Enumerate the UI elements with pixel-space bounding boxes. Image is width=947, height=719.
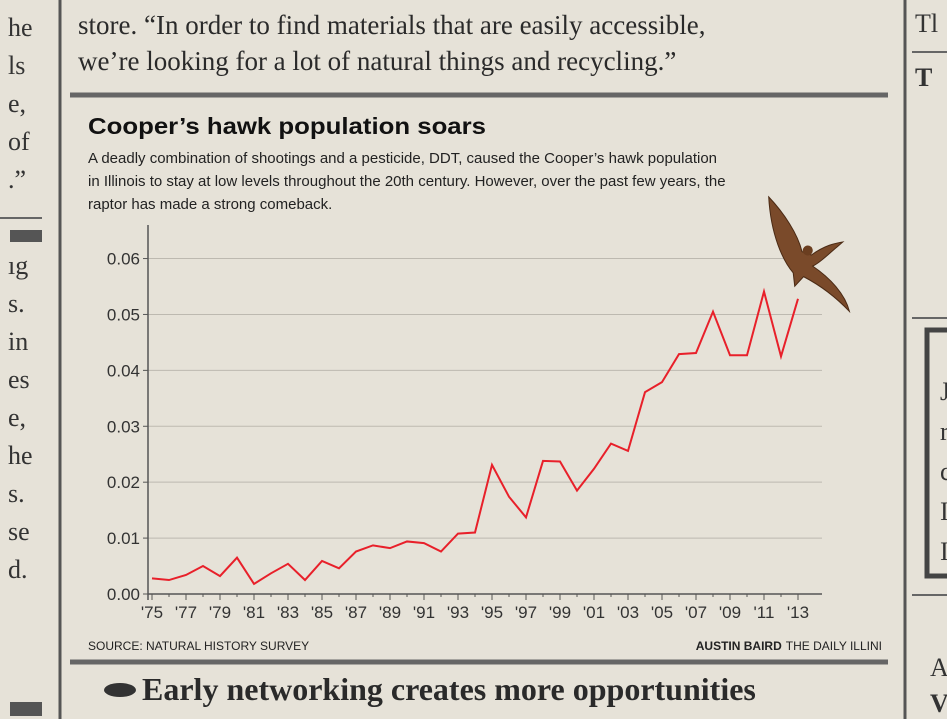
article-fragment: es <box>8 365 30 394</box>
article-fragment: r <box>940 417 947 446</box>
article-fragment: T <box>915 63 932 92</box>
article-fragment: of <box>8 127 30 156</box>
x-tick-label: '13 <box>787 603 809 622</box>
bar-rule <box>10 230 42 242</box>
x-tick-label: '97 <box>515 603 537 622</box>
article-text: we’re looking for a lot of natural thing… <box>78 46 676 76</box>
credit-name: AUSTIN BAIRD <box>696 639 782 653</box>
chart-subtitle: raptor has made a strong comeback. <box>88 196 332 213</box>
article-fragment: ls <box>8 51 25 80</box>
article-fragment: A <box>930 653 947 682</box>
article-fragment: .” <box>8 165 26 194</box>
x-tick-label: '05 <box>651 603 673 622</box>
article-fragment: he <box>8 441 33 470</box>
article-fragment: in <box>8 327 28 356</box>
article-fragment: I <box>940 497 947 526</box>
article-fragment: s. <box>8 479 25 508</box>
sidebar-box <box>924 327 947 579</box>
x-tick-label: '89 <box>379 603 401 622</box>
article-text: store. “In order to find materials that … <box>78 10 706 40</box>
article-fragment: e, <box>8 89 26 118</box>
x-tick-label: '85 <box>311 603 333 622</box>
x-tick-label: '75 <box>141 603 163 622</box>
x-tick-label: '11 <box>754 603 775 622</box>
x-tick-label: '01 <box>583 603 605 622</box>
x-tick-label: '07 <box>685 603 707 622</box>
bar-rule <box>10 702 42 716</box>
article-fragment: s. <box>8 289 25 318</box>
bullet <box>104 683 136 697</box>
source: SOURCE: NATURAL HISTORY SURVEY <box>88 639 309 653</box>
article-fragment: d. <box>8 555 28 584</box>
y-tick-label: 0.01 <box>107 529 140 548</box>
chart-title: Cooper’s hawk population soars <box>88 113 486 139</box>
x-tick-label: '09 <box>719 603 741 622</box>
y-tick-label: 0.05 <box>107 305 140 324</box>
y-tick-label: 0.02 <box>107 473 140 492</box>
chart-subtitle: A deadly combination of shootings and a … <box>88 150 717 167</box>
article-fragment: se <box>8 517 30 546</box>
article-fragment: I <box>940 537 947 566</box>
x-tick-label: '87 <box>345 603 367 622</box>
x-tick-label: '03 <box>617 603 639 622</box>
headline: Early networking creates more opportunit… <box>142 671 756 707</box>
data-line <box>151 287 799 586</box>
x-tick-label: '93 <box>447 603 469 622</box>
article-fragment: V <box>930 689 947 718</box>
y-tick-label: 0.04 <box>107 361 140 380</box>
credit-org: THE DAILY ILLINI <box>786 639 882 653</box>
y-tick-label: 0.03 <box>107 417 140 436</box>
x-tick-label: '99 <box>549 603 571 622</box>
article-fragment: c <box>940 457 947 486</box>
article-fragment: he <box>8 13 33 42</box>
x-tick-label: '91 <box>413 603 435 622</box>
article-fragment: ıg <box>8 251 28 280</box>
article-fragment: J <box>940 377 947 406</box>
chart-subtitle: in Illinois to stay at low levels throug… <box>88 173 726 190</box>
article-fragment: e, <box>8 403 26 432</box>
x-tick-label: '95 <box>481 603 503 622</box>
x-tick-label: '77 <box>175 603 197 622</box>
x-tick-label: '79 <box>209 603 231 622</box>
hawk-illustration <box>768 195 851 314</box>
x-tick-label: '81 <box>243 603 265 622</box>
y-tick-label: 0.06 <box>107 250 140 269</box>
x-tick-label: '83 <box>277 603 299 622</box>
article-fragment: Tl <box>915 9 938 38</box>
y-tick-label: 0.00 <box>107 585 140 604</box>
credit: AUSTIN BAIRD THE DAILY ILLINI <box>696 639 882 653</box>
